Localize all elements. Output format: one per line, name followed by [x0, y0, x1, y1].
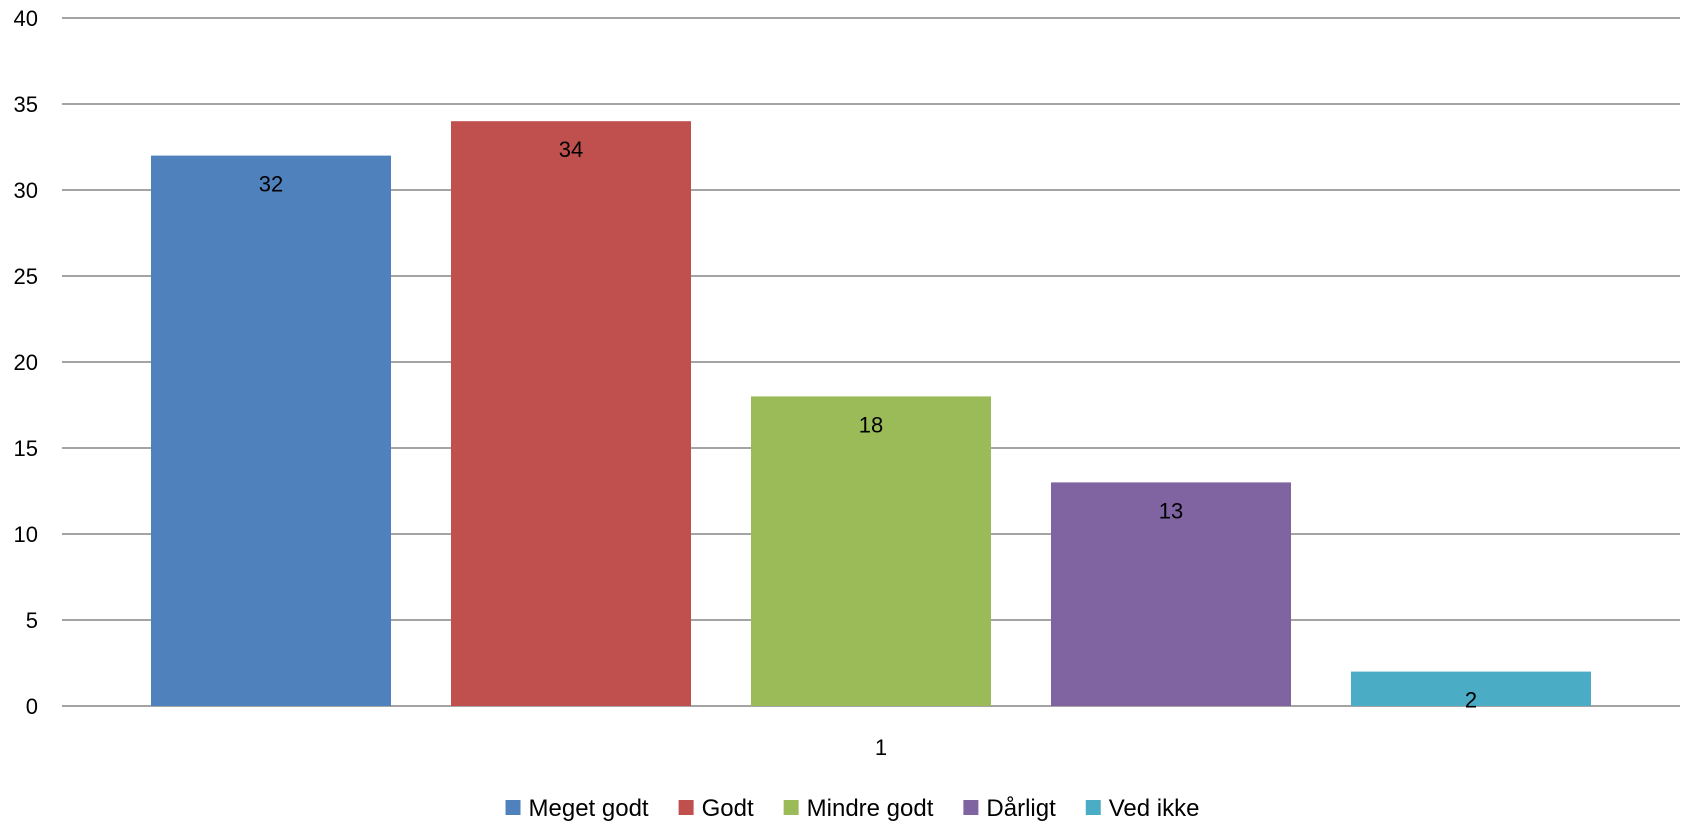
- bar-dårligt: [1051, 482, 1291, 706]
- legend-swatch: [963, 800, 979, 815]
- y-tick-label: 10: [14, 522, 38, 547]
- data-label: 13: [1159, 498, 1183, 523]
- x-tick-label: 1: [875, 735, 887, 760]
- legend-swatch: [505, 800, 521, 815]
- legend-swatch: [783, 800, 799, 815]
- legend-label: Mindre godt: [807, 795, 934, 822]
- legend-label: Dårligt: [986, 795, 1056, 822]
- y-tick-label: 40: [14, 6, 38, 31]
- bar-meget-godt: [151, 155, 391, 707]
- data-label: 2: [1465, 688, 1477, 713]
- bar-godt: [451, 121, 691, 706]
- legend-label: Godt: [702, 795, 754, 822]
- bars: [151, 121, 1591, 707]
- bar-mindre-godt: [751, 396, 991, 706]
- legend-label: Ved ikke: [1109, 795, 1200, 822]
- y-tick-label: 30: [14, 178, 38, 203]
- data-label: 34: [559, 137, 583, 162]
- legend-label: Meget godt: [529, 795, 649, 822]
- legend-swatch: [678, 800, 694, 815]
- y-tick-label: 15: [14, 436, 38, 461]
- y-tick-label: 35: [14, 92, 38, 117]
- data-label: 18: [859, 412, 883, 437]
- y-axis-ticks: 0 5 10 15 20 25 30 35 40: [14, 6, 38, 719]
- legend-swatch: [1085, 800, 1101, 815]
- x-axis-ticks: 1: [875, 735, 887, 760]
- y-tick-label: 0: [26, 694, 38, 719]
- y-tick-label: 25: [14, 264, 38, 289]
- data-labels: 32 34 18 13 2: [259, 137, 1477, 712]
- y-tick-label: 20: [14, 350, 38, 375]
- y-tick-label: 5: [26, 608, 38, 633]
- legend: Meget godt Godt Mindre godt Dårligt Ved ikke: [505, 795, 1200, 822]
- data-label: 32: [259, 172, 283, 197]
- bar-ved-ikke: [1351, 671, 1591, 706]
